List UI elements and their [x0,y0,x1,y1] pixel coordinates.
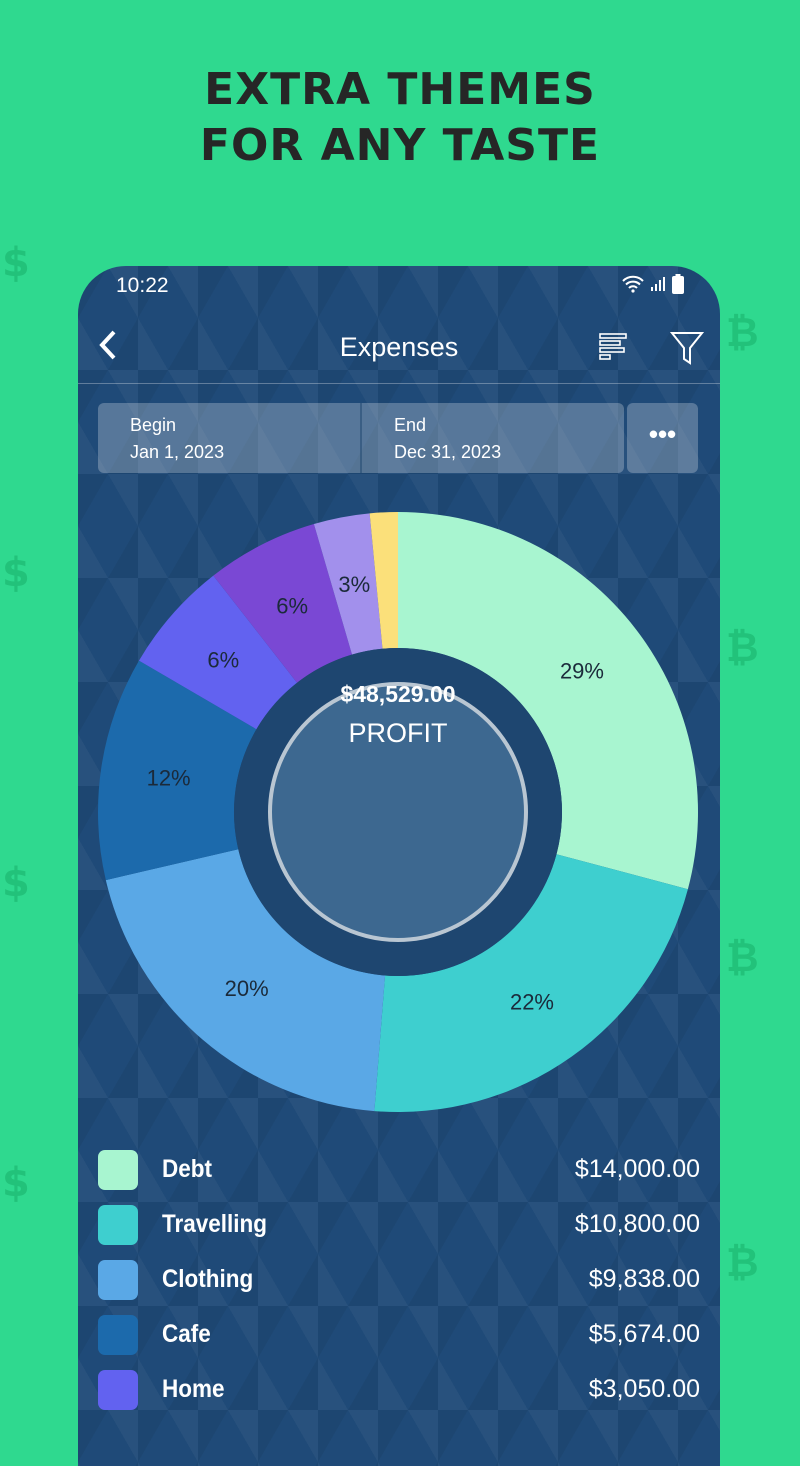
category-name: Home [162,1375,225,1403]
category-name: Cafe [162,1320,211,1348]
dollar-icon: $ [2,1160,30,1206]
dollar-icon: $ [2,550,30,596]
wifi-icon [622,275,644,298]
slice-label: 6% [276,594,308,619]
promo-line-1: EXTRA THEMES [204,64,596,115]
begin-label: Begin [130,415,177,435]
category-name: Clothing [162,1265,254,1293]
promo-line-2: FOR ANY TASTE [199,120,601,171]
chart-type-button[interactable] [598,330,630,369]
category-amount: $14,000.00 [574,1155,700,1183]
donut-slice[interactable] [213,524,353,683]
donut-slice[interactable] [105,849,386,1112]
donut-slice[interactable] [398,512,698,890]
profit-ring[interactable] [268,682,528,942]
slice-label: 3% [338,572,370,597]
bitcoin-icon: ₿ [726,310,759,356]
more-options-button[interactable]: ••• [627,403,698,473]
dollar-icon: $ [2,240,30,286]
phone-screen: 10:22 Expenses Begin Jan 1, 2023 End Dec… [78,266,720,1466]
center-amount: $48,529.00 [340,681,456,707]
legend-row[interactable]: Debt $14,000.00 [98,1142,700,1197]
clock: 10:22 [116,274,169,297]
category-amount: $10,800.00 [574,1210,700,1238]
dollar-icon: $ [2,860,30,906]
begin-date-button[interactable]: Begin Jan 1, 2023 [98,403,360,473]
more-icon: ••• [648,419,677,449]
category-color-swatch [98,1149,138,1190]
donut-center: $48,529.00 PROFIT [268,681,528,749]
slice-label: 20% [225,976,269,1001]
slice-label: 12% [147,765,191,790]
bitcoin-icon: ₿ [726,1240,759,1286]
donut-slice[interactable] [98,660,257,881]
promo-headline: EXTRA THEMES FOR ANY TASTE [0,62,800,174]
donut-slice[interactable] [138,575,298,730]
top-app-bar: Expenses [78,316,720,384]
donut-slice[interactable] [374,854,688,1112]
end-date-button[interactable]: End Dec 31, 2023 [360,403,624,473]
chevron-left-icon [99,330,116,360]
bitcoin-icon: ₿ [726,625,759,671]
legend-row[interactable]: Clothing $9,838.00 [98,1252,700,1307]
donut-slice[interactable] [313,513,383,655]
expense-donut-chart: 29% 22% 20% 12% 6% 6% 3% [98,512,698,1112]
category-color-swatch [98,1259,138,1300]
category-legend: Debt $14,000.00 Travelling $10,800.00 Cl… [98,1142,700,1417]
bitcoin-icon: ₿ [726,935,759,981]
status-bar: 10:22 [116,273,684,299]
slice-label: 6% [207,647,239,672]
category-amount: $5,674.00 [588,1320,700,1348]
category-amount: $9,838.00 [588,1265,700,1293]
donut-slice[interactable] [369,512,398,649]
legend-row[interactable]: Home $3,050.00 [98,1362,700,1417]
category-color-swatch [98,1369,138,1410]
end-value: Dec 31, 2023 [394,442,502,462]
battery-icon [672,273,684,299]
date-range-selector: Begin Jan 1, 2023 End Dec 31, 2023 [98,403,624,473]
filter-button[interactable] [669,330,705,371]
filter-icon [669,332,705,365]
category-color-swatch [98,1314,138,1355]
category-name: Travelling [162,1210,268,1238]
category-name: Debt [162,1155,213,1183]
back-button[interactable] [96,328,120,371]
slice-label: 22% [510,989,554,1014]
page-title: Expenses [339,332,459,362]
legend-row[interactable]: Cafe $5,674.00 [98,1307,700,1362]
begin-value: Jan 1, 2023 [130,442,225,462]
signal-icon [650,276,666,297]
category-color-swatch [98,1204,138,1245]
category-amount: $3,050.00 [588,1375,700,1403]
slice-label: 29% [560,659,604,684]
legend-row[interactable]: Travelling $10,800.00 [98,1197,700,1252]
bar-list-icon [599,333,627,360]
end-label: End [394,415,427,435]
center-label: PROFIT [348,718,448,748]
